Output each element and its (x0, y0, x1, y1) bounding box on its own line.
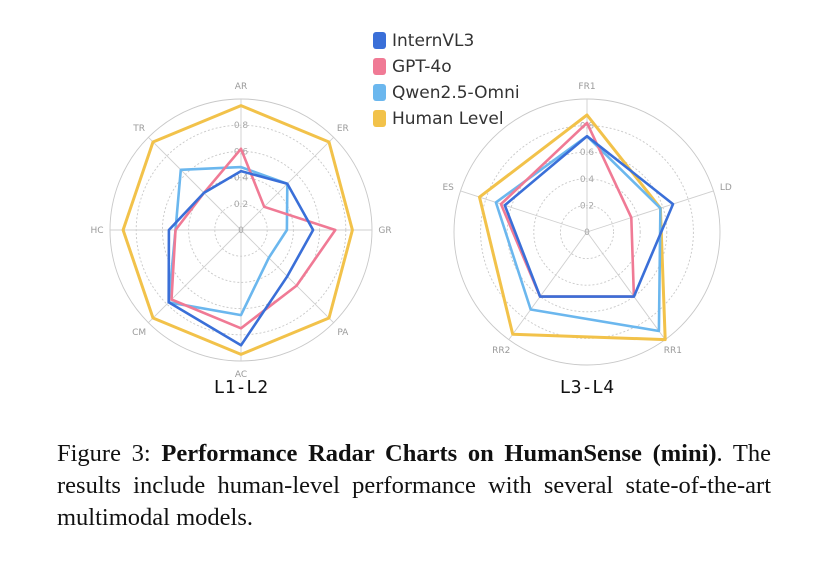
axis-spoke-tr (148, 137, 242, 231)
caption-bold: Performance Radar Charts on HumanSense (… (161, 440, 717, 467)
axis-label-hc: HC (90, 226, 103, 236)
legend-swatch-internvl3 (373, 32, 386, 49)
axis-label-cm: CM (132, 328, 146, 338)
tick-label: 0.4 (580, 175, 595, 185)
axis-label-es: ES (442, 183, 454, 193)
axis-label-er: ER (337, 124, 349, 134)
legend-swatch-human-level (373, 110, 386, 127)
series-human-level (121, 104, 354, 356)
tick-label: 0.8 (580, 122, 595, 132)
legend-label-internvl3: InternVL3 (392, 31, 474, 51)
tick-label: 0.8 (234, 121, 249, 131)
tick-label: 0 (238, 226, 244, 236)
figure-caption: Figure 3: Performance Radar Charts on Hu… (57, 438, 771, 534)
caption-prefix: Figure 3: (57, 440, 162, 467)
caption-rest: . The results include human-level perfor… (57, 440, 771, 531)
series-qwen2-5-omni (167, 165, 289, 317)
axis-spoke-cm (148, 229, 242, 323)
axis-label-gr: GR (378, 226, 391, 236)
axis-spoke-rr1 (586, 231, 666, 340)
legend: InternVL3 GPT-4o Qwen2.5-Omni Human Level (373, 31, 520, 129)
series-gpt-4o (170, 147, 337, 330)
tick-label: 0.6 (580, 148, 595, 158)
chart-title-l1-l2: L1-L2 (214, 377, 268, 398)
series-qwen2-5-omni (494, 134, 662, 333)
axis-label-ar: AR (235, 82, 247, 92)
axis-spoke-ld (586, 190, 714, 233)
axis-label-rr1: RR1 (664, 346, 682, 356)
radar-figure: InternVL3 GPT-4o Qwen2.5-Omni Human Level A… (90, 31, 731, 398)
legend-label-human-level: Human Level (392, 109, 504, 129)
axis-spoke-es (460, 190, 588, 233)
series-internvl3 (503, 134, 675, 298)
axis-label-fr1: FR1 (578, 82, 595, 92)
axis-label-rr2: RR2 (492, 346, 510, 356)
axis-spoke-rr2 (508, 231, 588, 340)
legend-swatch-gpt-4o (373, 58, 386, 75)
series-human-level (478, 113, 667, 342)
series-internvl3 (167, 169, 315, 347)
tick-label: 0.2 (580, 201, 594, 211)
grid-ring (506, 151, 668, 313)
legend-swatch-qwen2-5-omni (373, 84, 386, 101)
tick-label: 0.2 (234, 200, 248, 210)
axis-label-tr: TR (132, 124, 145, 134)
axis-label-ac: AC (235, 370, 247, 380)
grid-ring (533, 178, 641, 286)
radar-chart-l3-l4: FR1 LD RR1 RR2 ES 0 0.2 0.4 0.6 0.8 L3-L4 (442, 82, 731, 398)
legend-label-gpt-4o: GPT-4o (392, 57, 452, 77)
axis-label-pa: PA (337, 328, 349, 338)
tick-label: 0.4 (234, 174, 249, 184)
legend-label-qwen2-5-omni: Qwen2.5-Omni (392, 83, 520, 103)
axis-label-ld: LD (720, 183, 732, 193)
tick-label: 0 (584, 228, 590, 238)
chart-title-l3-l4: L3-L4 (560, 377, 614, 398)
